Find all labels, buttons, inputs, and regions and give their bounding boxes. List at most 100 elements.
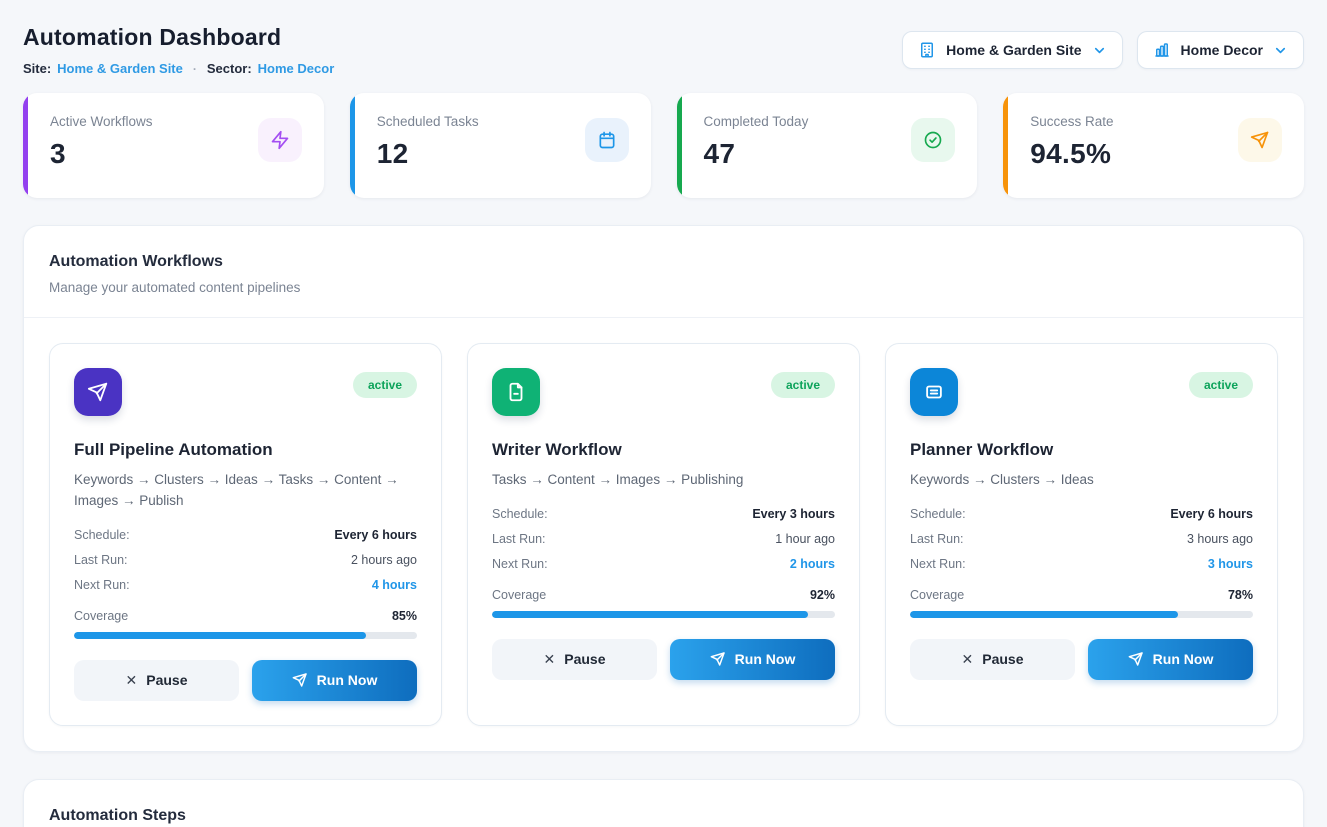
site-link[interactable]: Home & Garden Site <box>57 61 183 76</box>
last-run-value: 1 hour ago <box>775 531 835 546</box>
workflows-subtitle: Manage your automated content pipelines <box>49 280 301 295</box>
workflows-title: Automation Workflows <box>49 253 223 270</box>
sector-dropdown-label: Home Decor <box>1180 42 1263 58</box>
stat-label: Success Rate <box>1030 114 1114 129</box>
next-run-row: Next Run: 4 hours <box>74 577 417 592</box>
steps-panel-header: Automation Steps Configure which steps a… <box>24 780 1303 827</box>
stat-label: Active Workflows <box>50 114 153 129</box>
send-icon <box>292 672 308 688</box>
sector-label: Sector: <box>206 61 252 76</box>
run-now-button[interactable]: Run Now <box>670 638 835 680</box>
coverage-block: Coverage 85% <box>74 609 417 639</box>
separator-dot: · <box>192 61 197 76</box>
next-run-row: Next Run: 3 hours <box>910 556 1253 571</box>
status-badge: active <box>770 372 835 398</box>
automation-steps-panel: Automation Steps Configure which steps a… <box>23 778 1304 827</box>
coverage-progress-bar <box>910 610 1253 618</box>
coverage-progress-bar <box>74 631 417 639</box>
coverage-progress-fill <box>910 610 1178 618</box>
workflow-description: Keywords → Clusters → Ideas <box>910 472 1094 487</box>
pause-button[interactable]: ✕ Pause <box>74 659 239 701</box>
coverage-value: 78% <box>1227 587 1253 602</box>
schedule-row: Schedule: Every 3 hours <box>492 506 835 521</box>
note-lines-icon <box>910 368 958 416</box>
stat-card-scheduled-tasks: Scheduled Tasks 12 <box>349 93 651 198</box>
next-run-value: 4 hours <box>371 577 417 592</box>
chevron-down-icon <box>1092 43 1107 58</box>
file-text-icon <box>492 368 540 416</box>
coverage-progress-fill <box>492 610 808 618</box>
header-dropdowns: Home & Garden Site Home Decor <box>902 31 1304 69</box>
coverage-progress-bar <box>492 610 835 618</box>
site-dropdown-label: Home & Garden Site <box>946 42 1082 58</box>
send-icon <box>74 368 122 416</box>
status-badge: active <box>1188 372 1253 398</box>
sector-link[interactable]: Home Decor <box>257 61 335 76</box>
workflow-description: Tasks → Content → Images → Publishing <box>492 472 744 487</box>
coverage-progress-fill <box>74 631 366 639</box>
breadcrumb: Site: Home & Garden Site · Sector: Home … <box>23 61 334 76</box>
x-icon: ✕ <box>961 650 974 667</box>
stat-label: Completed Today <box>703 114 809 129</box>
stats-row: Active Workflows 3 Scheduled Tasks 12 <box>23 93 1304 198</box>
stat-card-completed-today: Completed Today 47 <box>676 93 978 198</box>
page-title: Automation Dashboard <box>23 24 282 50</box>
calendar-icon <box>584 118 629 162</box>
check-circle-icon <box>911 118 956 162</box>
stat-card-active-workflows: Active Workflows 3 <box>23 93 324 198</box>
pause-button[interactable]: ✕ Pause <box>910 638 1075 680</box>
workflows-panel-body: active Full Pipeline Automation Keywords… <box>24 318 1303 751</box>
last-run-row: Last Run: 3 hours ago <box>910 531 1253 546</box>
x-icon: ✕ <box>125 671 138 688</box>
workflow-cards-grid: active Full Pipeline Automation Keywords… <box>49 343 1278 726</box>
zap-icon <box>257 118 302 162</box>
x-icon: ✕ <box>543 650 556 667</box>
next-run-value: 2 hours <box>789 556 835 571</box>
workflow-title: Full Pipeline Automation <box>74 440 273 459</box>
send-icon <box>710 651 726 667</box>
workflow-description: Keywords → Clusters → Ideas → Tasks → Co… <box>74 472 399 508</box>
last-run-row: Last Run: 1 hour ago <box>492 531 835 546</box>
schedule-value: Every 6 hours <box>1170 506 1253 521</box>
coverage-value: 85% <box>391 608 417 623</box>
next-run-row: Next Run: 2 hours <box>492 556 835 571</box>
building-icon <box>918 41 936 59</box>
status-badge: active <box>352 372 417 398</box>
workflows-panel-header: Automation Workflows Manage your automat… <box>24 226 1303 317</box>
stat-value: 94.5% <box>1030 138 1112 169</box>
schedule-row: Schedule: Every 6 hours <box>74 527 417 542</box>
bar-chart-icon <box>1153 41 1171 59</box>
coverage-block: Coverage 78% <box>910 588 1253 618</box>
steps-title: Automation Steps <box>49 806 186 824</box>
workflow-title: Writer Workflow <box>492 440 622 459</box>
stat-value: 47 <box>703 138 736 169</box>
last-run-value: 3 hours ago <box>1186 531 1253 546</box>
site-label: Site: <box>23 61 52 76</box>
workflow-card-planner: active Planner Workflow Keywords → Clust… <box>885 343 1278 726</box>
workflow-card-full-pipeline: active Full Pipeline Automation Keywords… <box>49 343 442 726</box>
schedule-row: Schedule: Every 6 hours <box>910 506 1253 521</box>
run-now-button[interactable]: Run Now <box>252 659 417 701</box>
coverage-value: 92% <box>809 587 835 602</box>
sector-selector-dropdown[interactable]: Home Decor <box>1136 31 1304 69</box>
stat-value: 12 <box>376 138 409 169</box>
header-left: Automation Dashboard Site: Home & Garden… <box>23 24 334 76</box>
stat-value: 3 <box>50 138 66 169</box>
workflows-panel: Automation Workflows Manage your automat… <box>23 225 1304 752</box>
last-run-row: Last Run: 2 hours ago <box>74 552 417 567</box>
site-selector-dropdown[interactable]: Home & Garden Site <box>902 31 1123 69</box>
last-run-value: 2 hours ago <box>350 552 417 567</box>
next-run-value: 3 hours <box>1207 556 1253 571</box>
stat-card-success-rate: Success Rate 94.5% <box>1003 93 1304 198</box>
send-icon <box>1238 118 1282 162</box>
schedule-value: Every 6 hours <box>334 527 417 542</box>
coverage-block: Coverage 92% <box>492 588 835 618</box>
pause-button[interactable]: ✕ Pause <box>492 638 657 680</box>
workflow-card-writer: active Writer Workflow Tasks → Content →… <box>467 343 860 726</box>
stat-label: Scheduled Tasks <box>376 114 479 129</box>
page-header: Automation Dashboard Site: Home & Garden… <box>23 24 1304 76</box>
schedule-value: Every 3 hours <box>752 506 835 521</box>
run-now-button[interactable]: Run Now <box>1088 638 1253 680</box>
divider <box>24 317 1303 318</box>
